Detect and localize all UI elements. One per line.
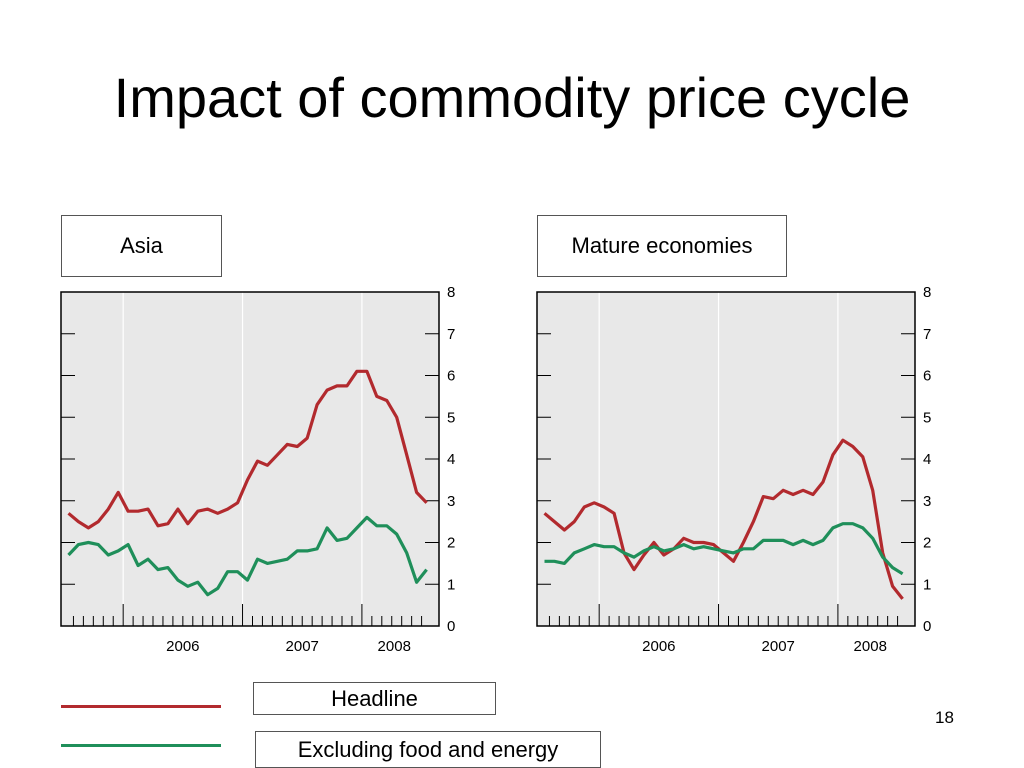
series-line-core bbox=[544, 522, 904, 576]
page-number: 18 bbox=[935, 708, 954, 727]
chart-mature-economies: 0 1 2 3 4 5 6 7 8 2006 2007 2008 bbox=[536, 284, 931, 655]
y-tick-label: 4 bbox=[447, 451, 455, 468]
y-tick-label: 0 bbox=[447, 618, 455, 635]
x-tick-label: 2007 bbox=[286, 638, 319, 655]
legend-label-headline: Headline bbox=[253, 682, 496, 715]
y-tick-label: 6 bbox=[923, 368, 931, 385]
y-tick-label: 8 bbox=[923, 284, 931, 301]
plot-frame bbox=[60, 291, 440, 627]
y-tick-label: 1 bbox=[447, 576, 455, 593]
y-tick-label: 3 bbox=[923, 493, 931, 510]
y-tick-label: 6 bbox=[447, 368, 455, 385]
series-line-core bbox=[67, 515, 428, 597]
y-tick-label: 8 bbox=[447, 284, 455, 301]
plot-area bbox=[61, 292, 439, 626]
series-line-headline bbox=[67, 369, 428, 530]
legend-label-core: Excluding food and energy bbox=[255, 731, 601, 768]
y-tick-label: 2 bbox=[923, 535, 931, 552]
x-tick-label: 2007 bbox=[762, 638, 795, 655]
plot-frame bbox=[536, 291, 916, 627]
y-tick-label: 5 bbox=[923, 409, 931, 426]
x-tick-label: 2008 bbox=[854, 638, 887, 655]
y-tick-label: 7 bbox=[447, 326, 455, 343]
x-tick-label: 2008 bbox=[378, 638, 411, 655]
legend-swatch-core bbox=[61, 744, 221, 747]
x-tick-label: 2006 bbox=[642, 638, 675, 655]
y-tick-label: 7 bbox=[923, 326, 931, 343]
y-tick-label: 5 bbox=[447, 409, 455, 426]
slide-title: Impact of commodity price cycle bbox=[113, 66, 911, 129]
panel-label-asia: Asia bbox=[61, 215, 222, 277]
panel-label-mature-economies: Mature economies bbox=[537, 215, 787, 277]
legend-swatch-headline bbox=[61, 705, 221, 708]
y-tick-label: 0 bbox=[923, 618, 931, 635]
y-tick-label: 3 bbox=[447, 493, 455, 510]
chart-asia: 0 1 2 3 4 5 6 7 8 2006 2007 2008 bbox=[60, 284, 455, 655]
y-tick-label: 4 bbox=[923, 451, 931, 468]
y-tick-label: 1 bbox=[923, 576, 931, 593]
series-line-headline bbox=[543, 438, 904, 600]
x-tick-label: 2006 bbox=[166, 638, 199, 655]
plot-area bbox=[537, 292, 915, 626]
y-tick-label: 2 bbox=[447, 535, 455, 552]
